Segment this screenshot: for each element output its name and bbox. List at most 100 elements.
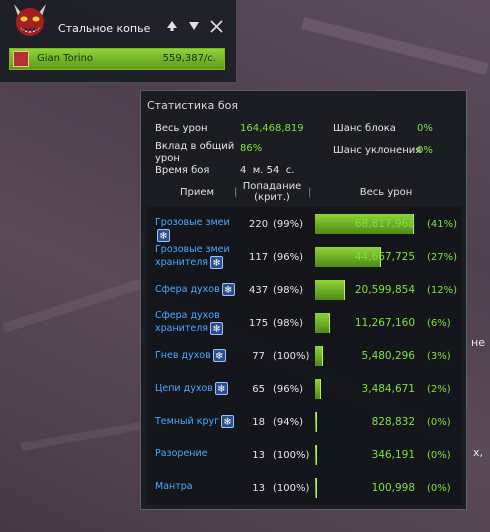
damage-bar-track bbox=[315, 247, 415, 267]
skill-name: Разорение bbox=[155, 448, 208, 459]
frost-icon: ❄ bbox=[157, 229, 170, 242]
crit-rate: (94%) bbox=[273, 417, 304, 428]
damage-share: (0%) bbox=[427, 483, 451, 494]
damage-value: 3,484,671 bbox=[361, 383, 415, 395]
evade-chance-label: Шанс уклонения bbox=[333, 145, 422, 156]
damage-bar bbox=[315, 379, 321, 399]
hit-count: 13 bbox=[252, 450, 265, 461]
damage-meter-mini: Стальное копье Gian Torino 559,387/с. bbox=[0, 0, 237, 83]
player-name: Gian Torino bbox=[37, 53, 94, 64]
block-chance-value: 0% bbox=[417, 123, 433, 134]
crit-rate: (100%) bbox=[273, 450, 310, 461]
damage-bar bbox=[315, 478, 317, 498]
damage-bar bbox=[315, 247, 381, 267]
contribution-value: 86% bbox=[240, 143, 263, 154]
damage-share: (0%) bbox=[427, 450, 451, 461]
damage-value: 11,267,160 bbox=[354, 317, 415, 329]
skill-row[interactable]: Грозовые змеи❄ 220 (99%) 68,817,968 (41%) bbox=[147, 209, 462, 242]
damage-bar bbox=[315, 214, 415, 234]
skill-row[interactable]: Сфера духов ❄ 437 (98%) 20,599,854 (12%) bbox=[147, 275, 462, 307]
contribution-label: Вклад в общий урон bbox=[155, 141, 235, 164]
header-separator: | bbox=[308, 187, 312, 198]
player-dps: 559,387/с. bbox=[162, 53, 216, 64]
background-text: не bbox=[471, 336, 485, 349]
evade-chance-value: 0% bbox=[417, 145, 433, 156]
frost-icon: ❄ bbox=[212, 349, 226, 362]
skill-row[interactable]: Разорение 13 (100%) 346,191 (0%) bbox=[147, 440, 462, 472]
damage-value: 828,832 bbox=[371, 416, 415, 428]
crit-rate: (98%) bbox=[273, 285, 304, 296]
damage-bar-track bbox=[315, 445, 415, 465]
window-title: Статистика боя bbox=[147, 99, 239, 112]
hit-count: 437 bbox=[249, 285, 269, 296]
header-separator: | bbox=[234, 187, 238, 198]
crit-rate: (96%) bbox=[273, 252, 304, 263]
skill-row[interactable]: Цепи духов ❄ 65 (96%) 3,484,671 (2%) bbox=[147, 374, 462, 406]
damage-bar bbox=[315, 280, 345, 300]
skill-row[interactable]: Мантра 13 (100%) 100,998 (0%) bbox=[147, 473, 462, 505]
damage-value: 346,191 bbox=[371, 449, 415, 461]
damage-share: (12%) bbox=[427, 285, 458, 296]
hit-count: 77 bbox=[252, 351, 265, 362]
hit-count: 175 bbox=[249, 318, 269, 329]
frost-icon: ❄ bbox=[210, 256, 224, 269]
frost-icon: ❄ bbox=[214, 382, 228, 395]
damage-share: (27%) bbox=[427, 252, 458, 263]
arrow-down-icon[interactable] bbox=[188, 20, 200, 35]
fight-time-label: Время боя bbox=[155, 165, 210, 176]
crit-rate: (100%) bbox=[273, 483, 310, 494]
player-damage-row[interactable]: Gian Torino 559,387/с. bbox=[9, 48, 225, 70]
total-damage-label: Весь урон bbox=[155, 123, 208, 134]
hit-count: 18 bbox=[252, 417, 265, 428]
damage-bar bbox=[315, 346, 324, 366]
damage-bar-track bbox=[315, 214, 415, 234]
damage-bar bbox=[315, 412, 318, 432]
hit-count: 13 bbox=[252, 483, 265, 494]
damage-value: 44,667,725 bbox=[354, 251, 415, 263]
hit-count: 117 bbox=[249, 252, 269, 263]
block-chance-label: Шанс блока bbox=[333, 123, 396, 134]
mini-header: Стальное копье bbox=[0, 0, 236, 42]
demon-icon bbox=[14, 4, 46, 36]
damage-share: (6%) bbox=[427, 318, 451, 329]
close-icon[interactable] bbox=[210, 20, 223, 36]
skill-name: Сфера духов ❄ bbox=[155, 283, 237, 296]
skill-name: Сфера духов хранителя ❄ bbox=[155, 310, 237, 335]
frost-icon: ❄ bbox=[221, 415, 235, 428]
damage-value: 5,480,296 bbox=[361, 350, 415, 362]
ground-stripe bbox=[2, 277, 148, 333]
arrow-up-icon[interactable] bbox=[166, 20, 178, 35]
skill-row[interactable]: Гнев духов ❄ 77 (100%) 5,480,296 (3%) bbox=[147, 341, 462, 373]
frost-icon: ❄ bbox=[221, 283, 235, 296]
fight-time-value: 4 м. 54 с. bbox=[240, 165, 295, 176]
frost-icon: ❄ bbox=[210, 322, 224, 335]
skill-row[interactable]: Темный круг ❄ 18 (94%) 828,832 (0%) bbox=[147, 407, 462, 439]
damage-share: (41%) bbox=[427, 219, 458, 230]
damage-share: (3%) bbox=[427, 351, 451, 362]
skill-row[interactable]: Сфера духов хранителя ❄ 175 (98%) 11,267,160… bbox=[147, 308, 462, 340]
hit-count: 65 bbox=[252, 384, 265, 395]
header-damage[interactable]: Весь урон bbox=[359, 187, 413, 198]
damage-share: (2%) bbox=[427, 384, 451, 395]
header-hits[interactable]: Попадание (крит.) bbox=[242, 181, 302, 203]
total-damage-value: 164,468,819 bbox=[240, 123, 304, 134]
skill-name: Грозовые змеи❄ bbox=[155, 217, 230, 242]
damage-value: 100,998 bbox=[371, 482, 415, 494]
class-icon bbox=[13, 51, 29, 67]
skill-name: Мантра bbox=[155, 481, 193, 492]
damage-bar-track bbox=[315, 379, 415, 399]
skill-row[interactable]: Грозовые змеи хранителя ❄ 117 (96%) 44,667,7… bbox=[147, 242, 462, 274]
skill-name: Гнев духов ❄ bbox=[155, 349, 237, 362]
damage-bar-track bbox=[315, 412, 415, 432]
skill-name: Темный круг ❄ bbox=[155, 415, 237, 428]
player-damage-bar bbox=[10, 49, 224, 69]
header-skill[interactable]: Прием bbox=[179, 187, 215, 198]
crit-rate: (100%) bbox=[273, 351, 310, 362]
skills-table: Грозовые змеи❄ 220 (99%) 68,817,968 (41%) Гро… bbox=[147, 207, 462, 505]
crit-rate: (98%) bbox=[273, 318, 304, 329]
damage-bar bbox=[315, 445, 317, 465]
damage-bar-track bbox=[315, 346, 415, 366]
skill-name: Цепи духов ❄ bbox=[155, 382, 237, 395]
mini-title: Стальное копье bbox=[58, 22, 151, 35]
damage-bar-track bbox=[315, 313, 415, 333]
